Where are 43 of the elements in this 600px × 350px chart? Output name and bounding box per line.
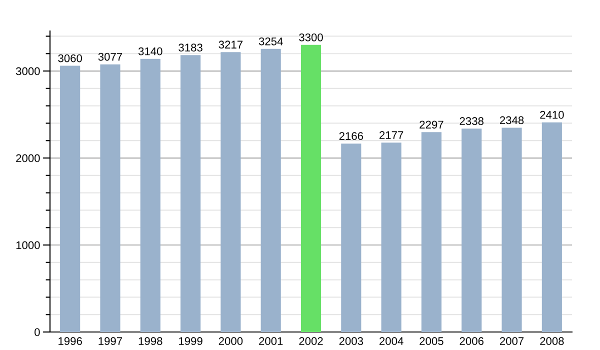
data-label: 3300 xyxy=(299,33,323,42)
data-label: 3183 xyxy=(178,44,202,52)
data-label: 2177 xyxy=(380,131,404,139)
data-label: 3060 xyxy=(58,54,82,62)
data-label: 3254 xyxy=(258,37,283,46)
bar xyxy=(542,122,562,332)
x-tick-label: 1998 xyxy=(138,337,162,346)
x-tick-label: 2000 xyxy=(218,337,243,346)
data-label: 3077 xyxy=(98,52,122,61)
bar xyxy=(100,64,120,332)
bar xyxy=(421,132,442,332)
x-tick-label: 1996 xyxy=(58,337,82,346)
y-tick-label: 0 xyxy=(34,328,40,336)
data-label: 2348 xyxy=(500,116,524,124)
bar xyxy=(502,128,522,332)
data-label: 3140 xyxy=(138,47,162,56)
x-tick-label: 2006 xyxy=(460,337,484,346)
x-tick-label: 2007 xyxy=(500,337,524,346)
data-label: 2166 xyxy=(339,132,364,140)
bar xyxy=(341,144,362,332)
x-tick-label: 1997 xyxy=(98,337,122,346)
bar xyxy=(260,48,281,332)
bar xyxy=(300,44,322,332)
x-tick-label: 2004 xyxy=(380,337,404,346)
bar xyxy=(381,142,402,332)
y-tick-label: 3000 xyxy=(16,67,40,76)
bar xyxy=(140,58,160,332)
data-label: 2410 xyxy=(540,110,564,119)
y-tick-label: 2000 xyxy=(16,154,40,162)
data-label: 2338 xyxy=(460,117,484,126)
bar xyxy=(220,52,241,332)
bar xyxy=(60,66,80,332)
x-tick-label: 2003 xyxy=(339,337,364,346)
x-tick-label: 2001 xyxy=(259,337,283,346)
y-tick-label: 1000 xyxy=(16,241,40,250)
data-label: 3217 xyxy=(218,40,242,49)
x-tick-label: 2008 xyxy=(540,337,564,346)
x-tick-label: 2005 xyxy=(420,337,444,346)
x-tick-label: 1999 xyxy=(179,337,202,346)
bar xyxy=(180,55,201,332)
data-label: 2297 xyxy=(420,120,444,129)
x-tick-label: 2002 xyxy=(299,337,323,346)
bar xyxy=(462,128,482,332)
